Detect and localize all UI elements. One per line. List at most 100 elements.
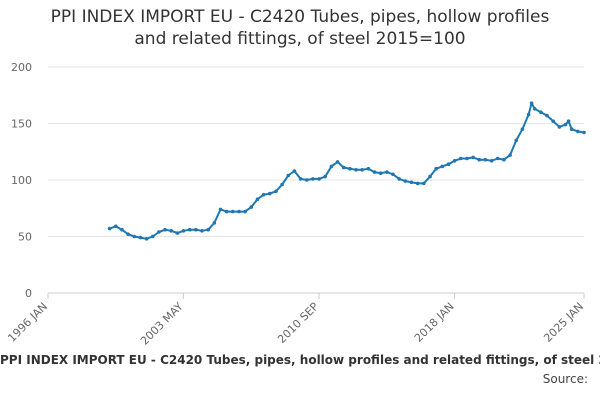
data-point[interactable]	[576, 129, 580, 134]
y-tick-label: 100	[11, 174, 32, 187]
x-tick-label: 2003 MAY	[138, 300, 186, 348]
data-point[interactable]	[348, 166, 352, 171]
data-point[interactable]	[237, 209, 241, 214]
data-point[interactable]	[582, 130, 586, 135]
data-point[interactable]	[218, 207, 223, 212]
data-point[interactable]	[529, 101, 534, 105]
data-point[interactable]	[341, 165, 346, 170]
data-point[interactable]	[409, 180, 414, 185]
series-layer	[107, 101, 586, 241]
data-point[interactable]	[569, 127, 574, 131]
x-tick-label: 2018 JAN	[412, 300, 457, 345]
data-point[interactable]	[495, 156, 500, 161]
data-point[interactable]	[305, 178, 309, 182]
data-point[interactable]	[335, 160, 340, 164]
gridlines	[48, 66, 584, 294]
data-point[interactable]	[520, 127, 525, 131]
data-point[interactable]	[311, 177, 315, 181]
source-label: Source:	[542, 372, 588, 386]
data-point[interactable]	[415, 181, 420, 186]
data-point[interactable]	[200, 229, 204, 233]
data-point[interactable]	[440, 164, 445, 169]
data-point[interactable]	[354, 168, 358, 172]
legend-entry: PPI INDEX IMPORT EU - C2420 Tubes, pipes…	[0, 353, 600, 371]
y-tick-label: 150	[11, 118, 32, 131]
y-tick-label: 200	[11, 61, 32, 74]
data-point[interactable]	[187, 227, 192, 232]
data-point[interactable]	[539, 110, 543, 114]
data-point[interactable]	[403, 179, 408, 183]
data-point[interactable]	[471, 155, 475, 160]
data-point[interactable]	[397, 177, 402, 181]
chart-title: PPI INDEX IMPORT EU - C2420 Tubes, pipes…	[0, 6, 600, 50]
data-point[interactable]	[360, 168, 365, 172]
data-point[interactable]	[286, 173, 291, 178]
data-point[interactable]	[231, 209, 235, 214]
data-point[interactable]	[243, 209, 247, 214]
data-point[interactable]	[489, 159, 494, 163]
data-point[interactable]	[292, 169, 297, 173]
data-point[interactable]	[385, 170, 389, 174]
data-point[interactable]	[268, 191, 272, 196]
data-point[interactable]	[508, 153, 512, 157]
data-point[interactable]	[194, 227, 198, 232]
chart-title-line2: and related fittings, of steel 2015=100	[134, 29, 466, 49]
data-point[interactable]	[329, 164, 334, 169]
data-point[interactable]	[261, 192, 266, 197]
data-point[interactable]	[526, 112, 531, 117]
data-point[interactable]	[545, 113, 549, 118]
legend-label: PPI INDEX IMPORT EU - C2420 Tubes, pipes…	[0, 353, 600, 367]
data-point[interactable]	[477, 157, 482, 162]
data-point[interactable]	[169, 229, 173, 233]
data-point[interactable]	[446, 162, 451, 166]
data-point[interactable]	[514, 138, 518, 143]
data-point[interactable]	[483, 157, 488, 162]
x-tick-label: 1996 JAN	[5, 300, 50, 345]
data-point[interactable]	[323, 174, 328, 179]
data-point[interactable]	[150, 234, 155, 239]
data-point[interactable]	[391, 172, 395, 177]
data-point[interactable]	[144, 237, 149, 241]
data-point[interactable]	[255, 197, 260, 201]
data-point[interactable]	[372, 170, 377, 174]
data-point[interactable]	[428, 174, 432, 179]
x-tick-label: 2010 SEP	[275, 300, 321, 346]
y-tick-label: 50	[18, 231, 32, 244]
data-point[interactable]	[206, 227, 210, 232]
data-point[interactable]	[366, 166, 371, 171]
data-point[interactable]	[212, 221, 217, 225]
data-point[interactable]	[175, 231, 180, 235]
data-point[interactable]	[452, 159, 457, 163]
data-point[interactable]	[157, 230, 161, 234]
data-point[interactable]	[317, 177, 321, 181]
x-tick-label: 2025 JAN	[541, 300, 586, 345]
data-point[interactable]	[249, 205, 254, 209]
data-point[interactable]	[434, 166, 438, 171]
data-point[interactable]	[378, 171, 383, 175]
data-point[interactable]	[114, 224, 118, 229]
data-point[interactable]	[563, 122, 568, 127]
data-point[interactable]	[298, 177, 303, 181]
y-axis: 0 50 100 150 200	[11, 61, 32, 300]
x-axis: 1996 JAN 2003 MAY 2010 SEP 2018 JAN 2025 JAN	[5, 293, 586, 348]
y-tick-label: 0	[25, 287, 32, 300]
data-point[interactable]	[120, 227, 124, 232]
data-point[interactable]	[465, 156, 469, 161]
data-point[interactable]	[566, 119, 571, 123]
data-point[interactable]	[422, 181, 426, 186]
data-point[interactable]	[107, 226, 112, 231]
data-point[interactable]	[459, 156, 463, 161]
data-point[interactable]	[163, 227, 167, 232]
data-point[interactable]	[224, 209, 229, 214]
data-point[interactable]	[138, 235, 143, 240]
data-point[interactable]	[551, 119, 555, 123]
data-point[interactable]	[557, 125, 562, 129]
data-point[interactable]	[274, 189, 278, 194]
data-point[interactable]	[532, 107, 537, 111]
data-point[interactable]	[132, 234, 137, 239]
data-point[interactable]	[502, 157, 506, 162]
data-point[interactable]	[280, 182, 284, 187]
data-point[interactable]	[181, 229, 186, 233]
chart-title-line1: PPI INDEX IMPORT EU - C2420 Tubes, pipes…	[50, 7, 550, 27]
data-point[interactable]	[126, 232, 130, 236]
